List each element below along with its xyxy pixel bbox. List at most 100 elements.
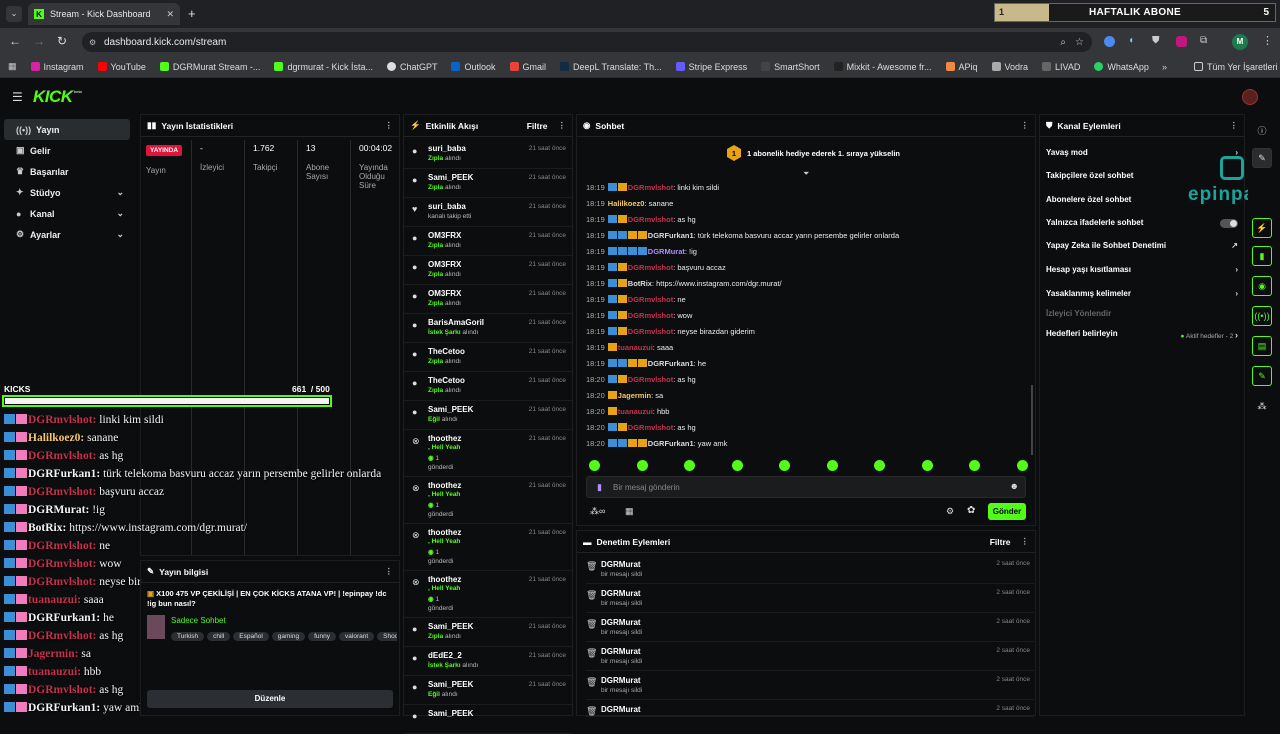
chat-message[interactable]: 18:20 DGRmvlshot: as hg (586, 375, 696, 384)
message-username[interactable]: DGRmvlshot (627, 311, 674, 320)
message-username[interactable]: DGRmvlshot (627, 263, 674, 272)
channel-action-item[interactable]: Hedefleri belirleyin ● Aktif hedefler - 2… (1046, 329, 1238, 340)
channel-action-item[interactable]: Yavaş mod › (1046, 148, 1238, 157)
event-item[interactable]: ● OM3FRX 21 saat önce Zıpla alındı (404, 256, 572, 285)
edit-button[interactable]: Düzenle (147, 690, 393, 708)
event-item[interactable]: ● dEdE2_2 21 saat önce İstek Şarkı alındı (404, 647, 572, 676)
event-item[interactable]: ⊗ thoothez 21 saat önce, Hell Yeah ◉ 1 gönde… (404, 524, 572, 571)
address-bar[interactable]: ⚙ dashboard.kick.com/stream ⌕ ☆ (82, 32, 1092, 52)
toggle-switch[interactable] (1220, 219, 1238, 228)
bookmark-item[interactable]: Instagram (30, 62, 84, 72)
chat-users-icon[interactable]: ⁂∞ (590, 506, 606, 516)
message-username[interactable]: DGRmvlshot (627, 327, 674, 336)
filter-button[interactable]: Filtre (989, 536, 1011, 547)
wrench-icon[interactable]: ✎ (1252, 366, 1272, 386)
message-username[interactable]: DGRFurkan1 (647, 439, 694, 448)
tag[interactable]: Español (233, 632, 269, 641)
bookmark-item[interactable]: Outlook (451, 62, 496, 72)
tab-search-button[interactable]: ⌄ (6, 6, 22, 22)
emote-icon[interactable] (874, 460, 885, 471)
emote-icon[interactable] (969, 460, 980, 471)
bookmark-item[interactable]: DeepL Translate: Th... (560, 62, 662, 72)
reload-icon[interactable]: ↻ (57, 34, 68, 48)
more-options-icon[interactable]: ⋮ (384, 120, 394, 130)
chat-message[interactable]: 18:20 tuanauzui: hbb (586, 407, 669, 416)
new-tab-button[interactable]: + (188, 6, 196, 21)
user-avatar[interactable] (1242, 89, 1258, 105)
chat-message[interactable]: 18:19 DGRmvlshot: ne (586, 295, 686, 304)
nav-item-studyo[interactable]: ✦ Stüdyo ⌄ (16, 187, 124, 198)
event-item[interactable]: ⊗ thoothez 21 saat önce, Hell Yeah ◉ 1 gönde… (404, 477, 572, 524)
send-button[interactable]: Gönder (988, 503, 1026, 520)
nav-item-yayin[interactable]: ((•)) Yayın (4, 119, 130, 140)
tag[interactable]: valorant (339, 632, 375, 641)
chat-message[interactable]: 18:19 DGRmvlshot: as hg (586, 215, 696, 224)
bookmark-star-icon[interactable]: ☆ (1075, 36, 1084, 48)
chat-message[interactable]: 18:19 DGRmvlshot: başvuru accaz (586, 263, 726, 272)
tag[interactable]: gaming (271, 632, 306, 641)
message-username[interactable]: DGRmvlshot (627, 183, 674, 192)
store-icon[interactable]: ▦ (625, 506, 634, 516)
event-item[interactable]: ● BarisAmaGoril 21 saat önce İstek Şarkı al… (404, 314, 572, 343)
message-username[interactable]: Halilkoez0 (607, 199, 645, 208)
apps-grid-icon[interactable]: ▦ (8, 61, 17, 71)
chat-message[interactable]: 18:19 BotRix: https://www.instagram.com/d… (586, 279, 782, 288)
moderation-item[interactable]: 🗑 DGRMurat bir mesajı sildi 2 saat önce (586, 556, 1034, 584)
bookmarks-overflow-icon[interactable]: » (1162, 61, 1168, 72)
nav-item-gelir[interactable]: ▣ Gelir (16, 145, 51, 156)
stats-icon[interactable]: ▮ (1252, 246, 1272, 266)
bookmark-item[interactable]: SmartShort (761, 62, 820, 72)
moderation-item[interactable]: 🗑 DGRMurat bir mesajı sildi 2 saat önce (586, 672, 1034, 700)
network-icon[interactable]: ⁂ (1257, 400, 1267, 411)
channel-action-item[interactable]: Yapay Zeka ile Sohbet Denetimi ↗ (1046, 241, 1238, 250)
event-item[interactable]: ● OM3FRX 21 saat önce Zıpla alındı (404, 285, 572, 314)
extension-icon[interactable] (1176, 36, 1187, 47)
info-icon[interactable]: ⓘ (1257, 125, 1267, 136)
emote-icon[interactable] (921, 460, 933, 471)
chat-bubble-icon[interactable]: ◉ (1252, 276, 1272, 296)
event-item[interactable]: ⊗ thoothez 21 saat önce, Hell Yeah ◉ 1 gönde… (404, 571, 572, 618)
chat-message[interactable]: 18:20 DGRmvlshot: as hg (586, 423, 696, 432)
filter-button[interactable]: Filtre (526, 120, 548, 131)
channel-action-item[interactable]: Yalnızca ifadelerle sohbet (1046, 218, 1238, 230)
channel-action-item[interactable]: Takipçilere özel sohbet (1046, 171, 1134, 180)
event-item[interactable]: ● TheCetoo 21 saat önce Zıpla alındı (404, 343, 572, 372)
message-username[interactable]: DGRMurat (647, 247, 685, 256)
event-item[interactable]: ● OM3FRX 21 saat önce Zıpla alındı (404, 227, 572, 256)
moderation-item[interactable]: 🗑 DGRMurat bir mesajı sildi 2 saat önce (586, 585, 1034, 613)
event-item[interactable]: ● Sami_PEEK 21 saat önce Eğil alındı (404, 676, 572, 705)
emote-icon[interactable] (826, 460, 838, 471)
emote-icon[interactable] (1016, 460, 1028, 471)
bookmark-item[interactable]: Mixkit - Awesome fr... (833, 62, 932, 72)
kick-logo[interactable]: KICK (33, 87, 73, 106)
message-username[interactable]: DGRmvlshot (627, 423, 674, 432)
message-username[interactable]: BotRix (627, 279, 652, 288)
settings-gear-icon[interactable]: ⚙ (946, 506, 955, 516)
chat-message[interactable]: 18:20 DGRFurkan1: yaw amk (586, 439, 727, 448)
event-item[interactable]: ● Sami_PEEK 21 saat önce Zıpla alındı (404, 618, 572, 647)
browser-menu-icon[interactable]: ⋮ (1262, 35, 1273, 47)
event-item[interactable]: ● suri_baba 21 saat önce Zıpla alındı (404, 140, 572, 169)
channel-action-item[interactable]: Hesap yaşı kısıtlaması › (1046, 265, 1238, 274)
event-item[interactable]: ⊗ thoothez 21 saat önce, Hell Yeah ◉ 1 gönde… (404, 430, 572, 477)
emote-icon[interactable] (636, 460, 648, 471)
chat-message[interactable]: 18:19 tuanauzui: saaa (586, 343, 673, 352)
emote-icon[interactable] (779, 460, 790, 471)
nav-item-kanal[interactable]: ● Kanal ⌄ (16, 208, 124, 219)
hamburger-menu-icon[interactable]: ☰ (12, 90, 23, 104)
bookmark-item[interactable]: ChatGPT (386, 62, 437, 72)
more-options-icon[interactable]: ⋮ (1229, 120, 1239, 130)
bookmark-item[interactable]: Vodra (991, 62, 1028, 72)
more-options-icon[interactable]: ⋮ (1020, 536, 1030, 546)
message-username[interactable]: DGRmvlshot (627, 295, 674, 304)
message-username[interactable]: DGRmvlshot (627, 375, 674, 384)
emote-icon[interactable] (589, 460, 600, 471)
lightning-icon[interactable]: ⚡ (1252, 218, 1272, 238)
channel-action-item[interactable]: Abonelere özel sohbet (1046, 195, 1132, 204)
moderation-item[interactable]: 🗑 DGRMurat 2 saat önce (586, 701, 1034, 717)
message-username[interactable]: tuanauzui (617, 343, 653, 352)
browser-tab-active[interactable]: K Stream - Kick Dashboard ✕ (28, 3, 180, 25)
collapse-pinned-icon[interactable]: ⏷ (803, 169, 810, 178)
tag[interactable]: chill (207, 632, 231, 641)
more-options-icon[interactable]: ⋮ (557, 120, 567, 130)
